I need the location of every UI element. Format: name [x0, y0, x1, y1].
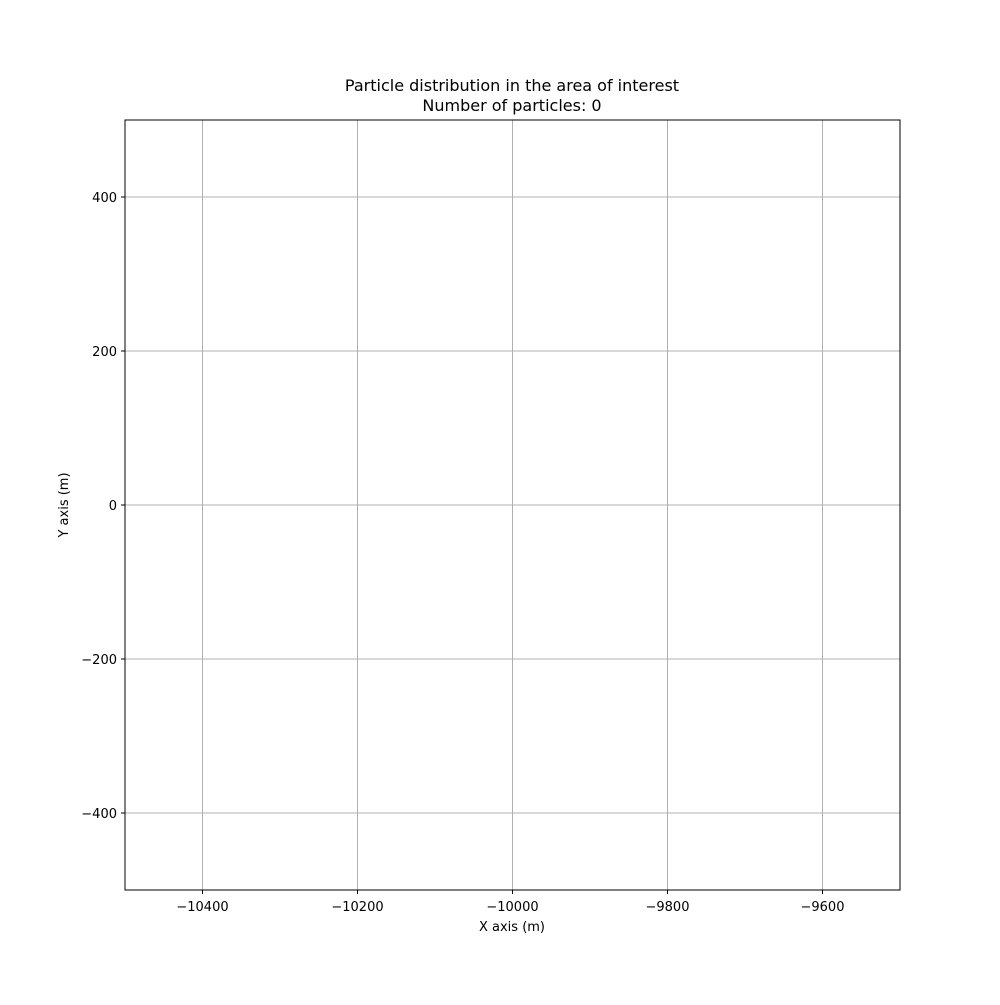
y-tick-label: −200	[81, 653, 117, 668]
x-tick-label: −9800	[646, 900, 690, 915]
x-tick-label: −10200	[331, 900, 383, 915]
y-axis-label: Y axis (m)	[57, 472, 72, 538]
grid-lines	[125, 120, 900, 890]
x-axis-ticks: −10400 −10200 −10000 −9800 −9600	[176, 890, 844, 915]
x-tick-label: −9600	[801, 900, 845, 915]
x-tick-label: −10400	[176, 900, 228, 915]
y-tick-label: 400	[92, 191, 117, 206]
x-tick-label: −10000	[486, 900, 538, 915]
y-tick-label: 200	[92, 345, 117, 360]
chart-subtitle: Number of particles: 0	[422, 96, 601, 115]
y-tick-label: −400	[81, 807, 117, 822]
chart-title: Particle distribution in the area of int…	[345, 76, 679, 95]
y-tick-label: 0	[109, 499, 117, 514]
x-axis-label: X axis (m)	[479, 920, 545, 935]
y-axis-ticks: −400 −200 0 200 400	[81, 191, 125, 822]
